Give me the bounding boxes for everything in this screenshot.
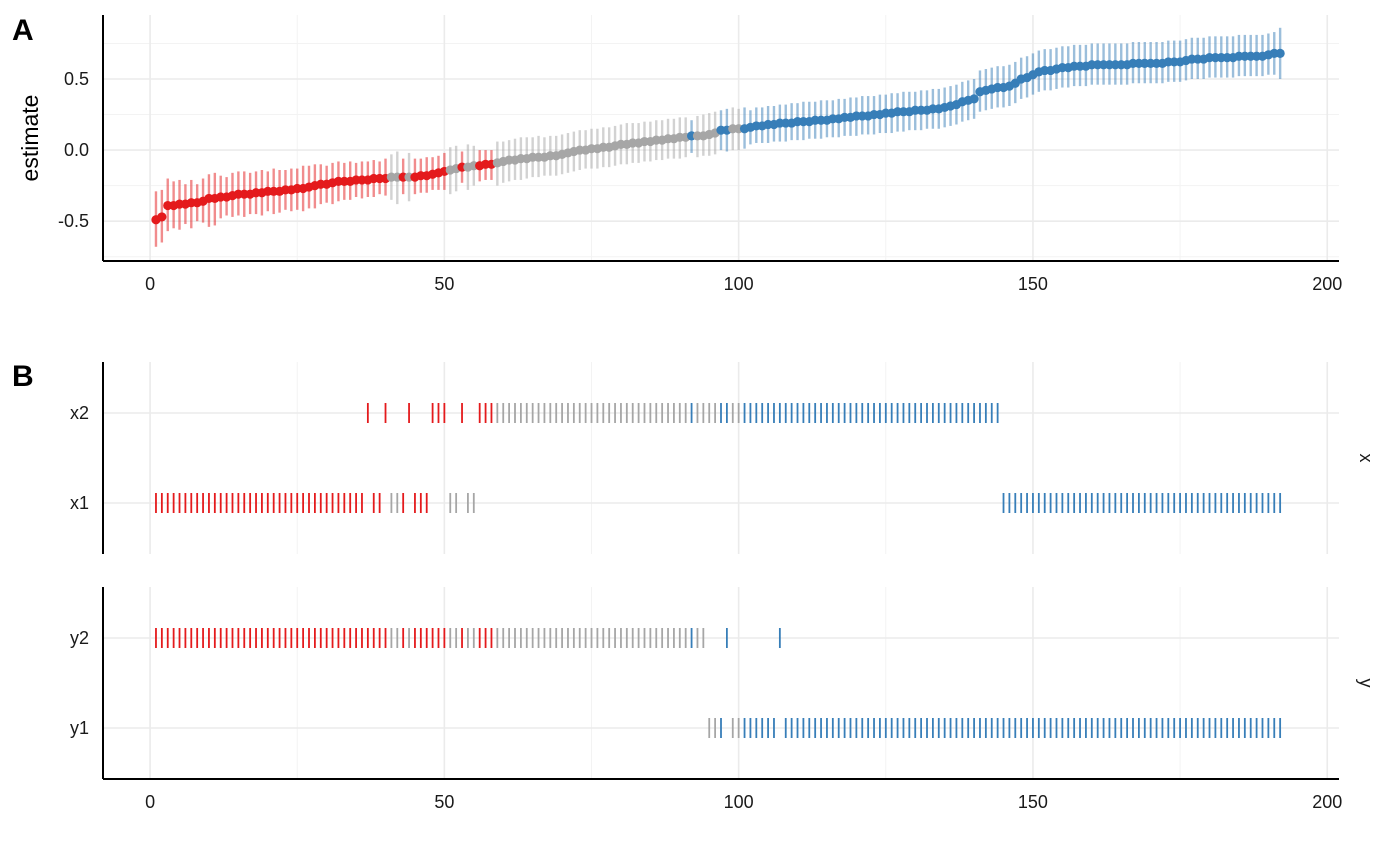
x-tick-label: 0 xyxy=(145,792,155,812)
panel-a-tag: A xyxy=(12,14,34,47)
y-tick-label: 0.0 xyxy=(64,140,89,160)
x-tick-label: 0 xyxy=(145,274,155,294)
facet-strip-label: x xyxy=(1356,454,1376,463)
x-tick-label: 150 xyxy=(1018,792,1048,812)
x-tick-label: 200 xyxy=(1312,274,1342,294)
x-tick-label: 200 xyxy=(1312,792,1342,812)
panel-b-tag: B xyxy=(12,360,34,393)
panel-a: A -0.5 0.0 0.5 0 50 100 150 200 estimate xyxy=(12,14,1342,294)
data-point xyxy=(1275,48,1285,58)
x-tick-label: 100 xyxy=(724,274,754,294)
x-tick-label: 100 xyxy=(724,792,754,812)
facet-strip-label: y xyxy=(1356,679,1376,688)
y-tick-label: y2 xyxy=(70,628,89,648)
x-tick-label: 150 xyxy=(1018,274,1048,294)
y-tick-label: x1 xyxy=(70,493,89,513)
panel-b: B x2 x1 x y2 y1 y 0 50 100 150 200 xyxy=(12,360,1376,812)
panel-b-axes: x2 x1 x y2 y1 y 0 50 100 150 200 xyxy=(70,362,1376,812)
y-tick-label: 0.5 xyxy=(64,69,89,89)
y-tick-label: x2 xyxy=(70,403,89,423)
panel-a-error-bars xyxy=(154,27,1282,247)
x-tick-label: 50 xyxy=(434,792,454,812)
y-tick-label: y1 xyxy=(70,718,89,738)
y-tick-label: -0.5 xyxy=(58,211,89,231)
panel-a-axes: -0.5 0.0 0.5 0 50 100 150 200 xyxy=(58,15,1342,294)
panel-b-ticks xyxy=(155,403,1282,738)
data-point xyxy=(969,94,979,104)
panel-a-points xyxy=(151,48,1285,225)
x-tick-label: 50 xyxy=(434,274,454,294)
y-axis-title: estimate xyxy=(17,95,43,182)
panel-b-grid xyxy=(103,362,1339,779)
data-point xyxy=(157,212,167,222)
